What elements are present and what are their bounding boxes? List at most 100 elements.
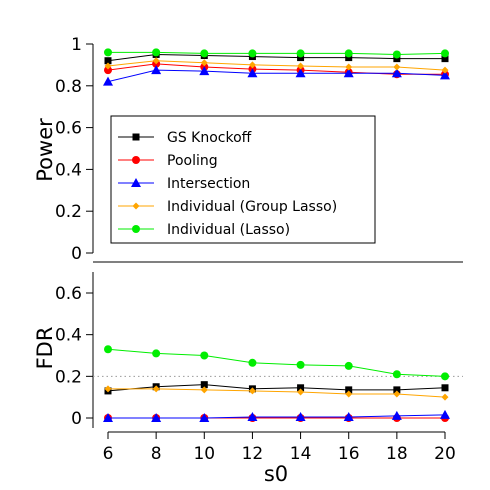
fdr-y-ticks: 0 0.2 0.4 0.6 xyxy=(55,284,93,429)
fdr-line-intersection xyxy=(108,414,446,419)
legend-box xyxy=(110,115,376,244)
power-line-intersection xyxy=(107,69,446,83)
fdr-point-individual-lasso xyxy=(392,370,401,379)
fdr-x-ticks: 6 8 10 12 14 16 18 20 xyxy=(103,432,456,464)
power-line-individual-group-lasso xyxy=(107,60,446,71)
fdr-point-individual-lasso xyxy=(296,360,305,369)
fdr-point-individual-lasso xyxy=(248,358,257,367)
power-y-tick-label: 0.6 xyxy=(55,119,82,139)
legend-label-pooling: Pooling xyxy=(167,153,218,169)
fdr-point-individual-lasso xyxy=(104,345,112,354)
legend-marker-intersection xyxy=(131,178,141,187)
power-point-pooling xyxy=(104,66,112,75)
fdr-point-intersection xyxy=(151,413,162,422)
fdr-y-tick-label: 0.2 xyxy=(55,367,82,387)
fdr-series-individual-group-lasso xyxy=(104,385,449,401)
power-y-tick-label: 0 xyxy=(71,244,82,264)
fdr-point-gs-knockoff xyxy=(441,384,449,392)
power-point-individual-group-lasso xyxy=(104,62,112,70)
fdr-x-tick-label: 20 xyxy=(434,444,456,464)
fdr-x-tick-label: 10 xyxy=(193,444,215,464)
legend-marker-pooling xyxy=(132,156,140,164)
fdr-x-tick-label: 8 xyxy=(151,444,162,464)
power-point-gs-knockoff xyxy=(441,55,449,63)
fdr-series-group xyxy=(103,345,450,422)
fdr-point-individual-group-lasso xyxy=(152,385,160,393)
power-point-intersection xyxy=(247,68,258,78)
power-point-gs-knockoff xyxy=(297,54,305,62)
power-point-individual-lasso xyxy=(104,48,112,57)
legend-marker-gs-knockoff xyxy=(132,133,140,141)
fdr-point-individual-lasso xyxy=(152,349,161,358)
power-point-intersection xyxy=(199,66,210,76)
power-point-intersection xyxy=(103,76,113,86)
fdr-point-intersection xyxy=(343,411,354,421)
power-y-tick-label: 0.8 xyxy=(55,77,82,97)
legend-label-individual-group-lasso: Individual (Group Lasso) xyxy=(167,199,337,215)
power-point-intersection xyxy=(295,68,306,78)
power-point-intersection xyxy=(440,70,450,80)
fdr-point-intersection xyxy=(103,413,113,422)
power-point-gs-knockoff xyxy=(393,55,401,63)
fdr-line-individual-group-lasso xyxy=(108,388,446,398)
fdr-series-individual-lasso xyxy=(104,345,449,381)
power-point-intersection xyxy=(343,68,354,78)
legend-marker-individual-group-lasso xyxy=(132,202,140,210)
fdr-line-gs-knockoff xyxy=(107,384,446,392)
fdr-point-individual-lasso xyxy=(344,361,353,370)
legend-label-individual-lasso: Individual (Lasso) xyxy=(167,222,290,238)
legend-label-gs-knockoff: GS Knockoff xyxy=(167,130,252,146)
x-axis-title: s0 xyxy=(264,462,288,486)
power-point-individual-group-lasso xyxy=(345,63,353,71)
power-y-tick-label: 0.4 xyxy=(55,160,82,180)
power-point-individual-group-lasso xyxy=(248,61,256,69)
fdr-point-intersection xyxy=(295,411,306,421)
fdr-point-individual-group-lasso xyxy=(104,385,112,393)
power-point-individual-group-lasso xyxy=(393,63,401,71)
power-point-individual-lasso xyxy=(441,49,449,58)
fdr-point-intersection xyxy=(391,410,402,420)
power-point-individual-lasso xyxy=(152,48,161,57)
fdr-point-individual-group-lasso xyxy=(441,393,449,401)
fdr-x-tick-label: 18 xyxy=(386,444,408,464)
fdr-panel: FDR s0 0 0.2 0.4 0.6 6 8 10 12 14 16 18 20 xyxy=(33,272,463,486)
legend-item-intersection: Intersection xyxy=(118,176,250,192)
fdr-x-tick-label: 16 xyxy=(338,444,360,464)
power-point-individual-group-lasso xyxy=(441,66,449,74)
power-series-individual-group-lasso xyxy=(104,57,449,74)
power-point-intersection xyxy=(391,68,402,78)
power-panel: Power 0 0.2 0.4 0.6 0.8 1 GS Knockoff Pooling… xyxy=(33,35,463,264)
legend-item-gs-knockoff: GS Knockoff xyxy=(118,130,252,146)
power-point-individual-group-lasso xyxy=(200,59,208,67)
fdr-x-tick-label: 14 xyxy=(290,444,312,464)
fdr-y-tick-label: 0.6 xyxy=(55,284,82,304)
power-point-gs-knockoff xyxy=(345,54,353,62)
fdr-series-intersection xyxy=(103,409,450,422)
legend-item-individual-group-lasso: Individual (Group Lasso) xyxy=(118,199,337,215)
legend-item-individual-lasso: Individual (Lasso) xyxy=(118,222,290,238)
power-axis-title: Power xyxy=(33,118,57,182)
power-y-ticks: 0 0.2 0.4 0.6 0.8 1 xyxy=(55,35,93,264)
power-point-individual-group-lasso xyxy=(297,62,305,70)
fdr-point-intersection xyxy=(247,411,258,421)
fdr-point-individual-lasso xyxy=(441,372,449,381)
power-line-pooling xyxy=(107,63,445,75)
fdr-point-individual-group-lasso xyxy=(345,390,353,398)
power-point-intersection xyxy=(151,65,162,75)
power-line-gs-knockoff xyxy=(107,53,445,62)
power-point-individual-lasso xyxy=(296,49,305,58)
power-y-tick-label: 0.2 xyxy=(55,202,82,222)
fdr-x-tick-label: 6 xyxy=(103,444,114,464)
power-point-individual-lasso xyxy=(392,50,401,59)
legend-item-pooling: Pooling xyxy=(118,153,218,169)
fdr-point-gs-knockoff xyxy=(393,386,401,394)
legend-marker-individual-lasso xyxy=(132,225,140,233)
power-point-gs-knockoff xyxy=(104,57,112,65)
fdr-point-individual-group-lasso xyxy=(297,388,305,396)
power-point-individual-group-lasso xyxy=(152,57,160,65)
fdr-point-gs-knockoff xyxy=(345,386,353,394)
power-series-intersection xyxy=(103,65,450,86)
fdr-x-tick-label: 12 xyxy=(242,444,264,464)
fdr-point-individual-lasso xyxy=(200,351,209,360)
